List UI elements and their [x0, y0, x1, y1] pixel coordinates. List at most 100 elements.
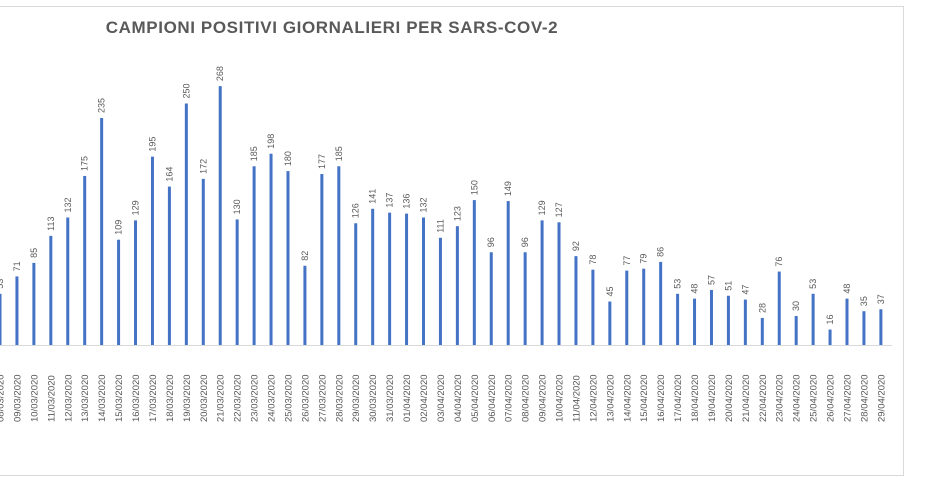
data-label: 132: [419, 197, 429, 212]
x-tick-label: 14/03/2020: [97, 374, 108, 422]
data-label: 126: [351, 203, 361, 218]
data-label: 30: [791, 301, 801, 311]
data-label: 129: [131, 200, 141, 215]
x-tick-label: 06/04/2020: [487, 374, 498, 422]
data-label: 85: [29, 248, 39, 258]
data-label: 35: [859, 296, 869, 306]
data-label: 57: [706, 275, 716, 285]
x-tick-label: 02/04/2020: [419, 374, 430, 422]
data-label: 185: [334, 146, 344, 161]
x-tick-label: 20/03/2020: [199, 374, 210, 422]
bar: [201, 178, 205, 345]
bar: [337, 166, 341, 345]
bar: [184, 103, 188, 345]
x-tick-label: 12/04/2020: [588, 374, 599, 422]
bar: [523, 252, 527, 345]
x-tick-label: 26/04/2020: [826, 374, 837, 422]
x-tick-label: 11/03/2020: [46, 375, 57, 422]
x-tick-label: 08/03/2020: [0, 374, 7, 422]
x-tick-label: 15/04/2020: [639, 374, 650, 422]
bar: [709, 289, 713, 345]
bar: [455, 226, 459, 345]
bar: [828, 329, 832, 345]
bar: [303, 265, 307, 345]
x-tick-label: 11/04/2020: [571, 375, 582, 422]
data-label: 141: [368, 189, 378, 204]
x-tick-label: 17/04/2020: [673, 374, 684, 422]
x-tick-label: 22/04/2020: [758, 374, 769, 422]
bar: [117, 239, 121, 345]
bar: [354, 223, 358, 345]
x-tick-label: 08/04/2020: [521, 374, 532, 422]
x-tick-label: 09/03/2020: [12, 374, 23, 422]
data-label: 109: [114, 220, 124, 235]
x-tick-label: 14/04/2020: [622, 374, 633, 422]
x-tick-label: 23/04/2020: [775, 374, 786, 422]
data-label: 48: [690, 284, 700, 294]
data-label: 45: [605, 287, 615, 297]
x-tick-label: 30/03/2020: [368, 374, 379, 422]
bar: [862, 311, 866, 345]
bar: [794, 316, 798, 345]
data-label: 175: [80, 156, 90, 171]
x-tick-label: 24/04/2020: [792, 374, 803, 422]
data-label: 78: [588, 255, 598, 265]
data-label: 180: [283, 151, 293, 166]
bar: [625, 270, 629, 345]
x-tick-label: 25/03/2020: [283, 374, 294, 422]
data-label: 127: [554, 202, 564, 217]
data-label: 235: [97, 98, 107, 113]
bar: [608, 301, 612, 345]
data-label: 198: [266, 134, 276, 149]
bar: [286, 171, 290, 345]
x-tick-label: 22/03/2020: [233, 374, 244, 422]
bar: [574, 256, 578, 345]
data-label: 111: [435, 219, 445, 233]
x-tick-label: 07/04/2020: [504, 374, 515, 422]
bar: [49, 235, 53, 345]
x-tick-label: 19/03/2020: [182, 374, 193, 422]
x-tick-label: 27/03/2020: [317, 374, 328, 422]
data-label: 48: [842, 284, 852, 294]
bar: [438, 237, 442, 345]
bar: [15, 276, 19, 345]
data-label: 172: [198, 159, 208, 174]
x-tick-label: 24/03/2020: [267, 374, 278, 422]
x-tick-label: 16/04/2020: [656, 374, 667, 422]
data-label: 96: [520, 237, 530, 247]
x-tick-label: 21/04/2020: [741, 374, 752, 422]
data-label: 123: [452, 206, 462, 221]
x-tick-label: 09/04/2020: [538, 374, 549, 422]
bar: [540, 220, 544, 345]
bar: [320, 174, 324, 345]
data-label: 268: [215, 66, 225, 81]
x-tick-label: 04/04/2020: [453, 374, 464, 422]
x-tick-label: 29/04/2020: [876, 374, 887, 422]
bar: [100, 117, 104, 346]
x-tick-label: 26/03/2020: [300, 374, 311, 422]
x-tick-label: 27/04/2020: [843, 374, 854, 422]
bar: [777, 271, 781, 345]
data-label: 16: [825, 315, 835, 325]
x-tick-label: 13/04/2020: [605, 374, 616, 422]
x-tick-label: 15/03/2020: [114, 374, 125, 422]
data-label: 195: [147, 137, 157, 152]
data-label: 185: [249, 146, 259, 161]
data-label: 164: [164, 167, 174, 182]
data-label: 177: [317, 154, 327, 169]
bar: [252, 166, 256, 345]
bar: [743, 299, 747, 345]
data-label: 53: [0, 279, 5, 289]
bar: [760, 317, 764, 345]
bar: [167, 186, 171, 345]
bar: [83, 175, 87, 345]
bar: [218, 86, 222, 345]
x-tick-label: 05/04/2020: [470, 374, 481, 422]
data-label: 136: [402, 194, 412, 209]
data-label: 96: [486, 237, 496, 247]
chart-frame: [0, 6, 904, 476]
data-label: 76: [774, 257, 784, 267]
data-label: 86: [656, 247, 666, 257]
data-label: 53: [808, 279, 818, 289]
